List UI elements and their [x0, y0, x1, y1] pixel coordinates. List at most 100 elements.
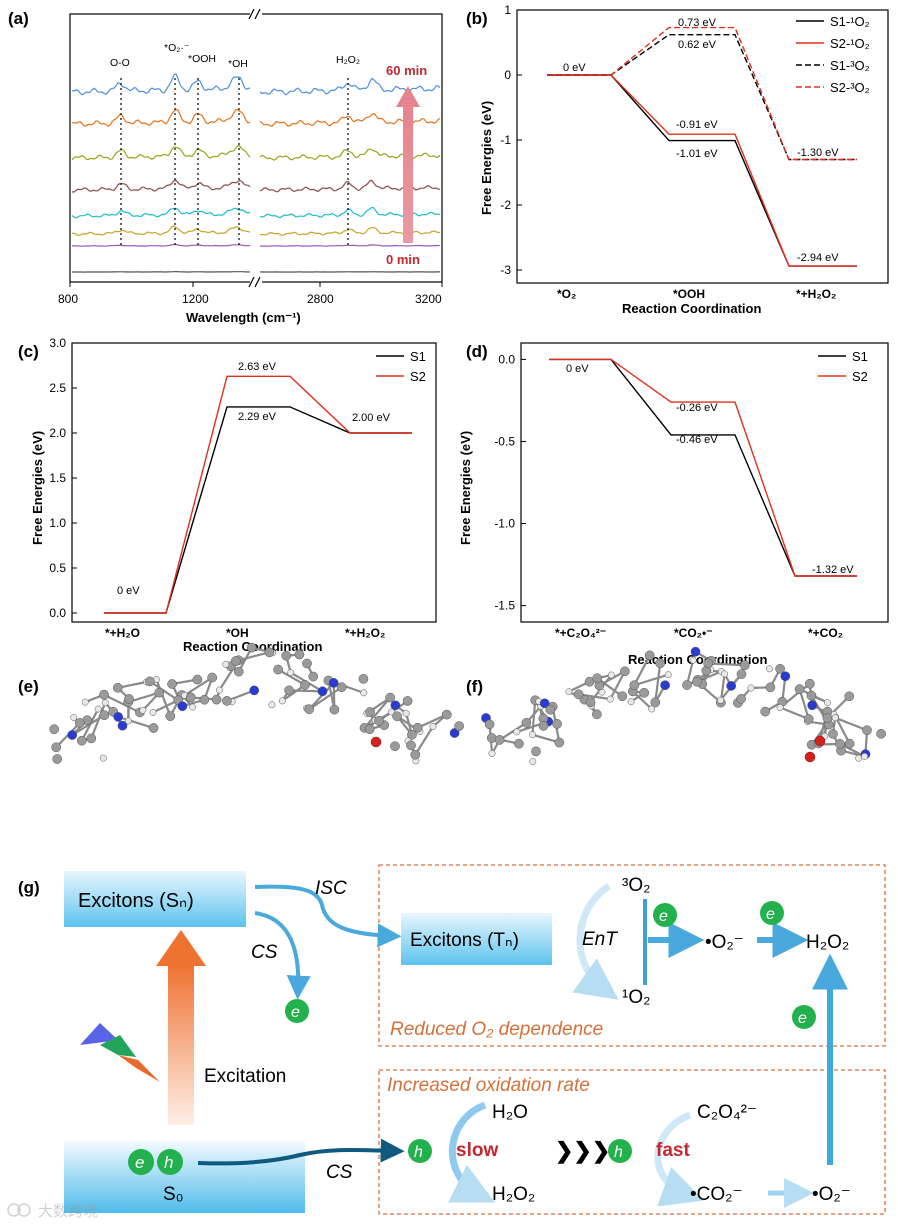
- cs-arrow: [254, 911, 311, 1000]
- nitrogen-atom: [726, 681, 737, 691]
- series-S1-3O2: [547, 34, 857, 161]
- value-062: 0.62 eV: [678, 39, 717, 51]
- step-oh: *OH: [226, 626, 249, 640]
- value-046: -0.46 eV: [676, 434, 718, 446]
- carbon-atom: [76, 735, 87, 746]
- s0-label: S₀: [163, 1184, 184, 1205]
- electron-label-s0: e: [135, 1153, 144, 1172]
- panel-c-label: (c): [18, 342, 39, 361]
- carbon-atom: [620, 666, 630, 677]
- nitrogen-atom: [660, 680, 670, 691]
- carbon-atom: [308, 671, 319, 682]
- bond: [609, 670, 626, 700]
- carbon-atom: [655, 658, 666, 669]
- hydrogen-atom: [402, 709, 410, 717]
- time-start-label: 0 min: [386, 252, 420, 267]
- carbon-atom: [74, 718, 85, 728]
- carbon-atom: [775, 663, 785, 674]
- y-tick-label: 0.0: [498, 352, 515, 366]
- bond: [633, 673, 669, 687]
- carbon-atom: [484, 719, 495, 730]
- hydrogen-atom: [387, 708, 395, 716]
- nitrogen-atom: [249, 685, 260, 696]
- y-tick-label: 0.5: [49, 561, 66, 575]
- bond: [531, 700, 537, 735]
- bond: [654, 663, 662, 703]
- carbon-atom: [806, 690, 817, 701]
- hole-label-2: h: [614, 1144, 623, 1161]
- nitrogen-atom: [328, 678, 339, 688]
- spectrum-line-4-left: [71, 179, 251, 193]
- carbon-atom: [385, 692, 396, 703]
- carbon-atom: [441, 709, 452, 720]
- carbon-atom: [876, 728, 886, 739]
- spectrum-line-2-left: [71, 225, 251, 237]
- carbon-atom: [410, 749, 421, 760]
- panel-b: (b) 1 0 -1 -2 -3 Free Energies (eV) 0 eV 0.7…: [466, 3, 889, 316]
- panel-d-frame: [520, 342, 889, 623]
- spectrum-line-0-left: [72, 270, 251, 273]
- bond: [80, 708, 100, 742]
- watermark-text: 大数跨境: [38, 1202, 98, 1220]
- carbon-atom: [650, 697, 661, 708]
- value-263: 2.63 eV: [238, 361, 277, 373]
- hydrogen-atom: [99, 754, 107, 762]
- legend-entry: S2: [410, 369, 426, 384]
- carbon-atom: [192, 674, 203, 685]
- bond: [834, 716, 868, 732]
- oxidation-rate-box: [378, 1069, 886, 1215]
- watermark-logo-icon: [7, 1203, 21, 1217]
- bond: [417, 713, 448, 729]
- legend-entry: S1-³O₂: [830, 58, 870, 73]
- y-tick-label: -3: [500, 263, 511, 277]
- hole-badge-2: [608, 1139, 632, 1163]
- carbon-atom: [392, 711, 402, 722]
- hydrogen-atom: [429, 723, 437, 730]
- hydrogen-atom: [627, 698, 635, 706]
- carbon-atom: [822, 713, 833, 723]
- panel-b-ylabel: Free Energies (eV): [479, 101, 494, 215]
- bond: [363, 696, 391, 729]
- panel-g-label: (g): [18, 878, 40, 897]
- value-132: -1.32 eV: [812, 564, 854, 576]
- bond: [308, 682, 335, 710]
- carbon-atom: [246, 642, 257, 653]
- hydrogen-atom: [747, 684, 755, 692]
- step-ooh: *OOH: [673, 287, 705, 301]
- carbon-atom: [336, 682, 347, 693]
- value-0: 0 eV: [563, 62, 586, 74]
- hydrogen-atom: [488, 750, 496, 757]
- carbon-atom: [364, 724, 375, 735]
- carbon-atom: [148, 723, 159, 733]
- excitons-sn-label: Excitons (Sₙ): [78, 890, 194, 912]
- carbon-atom: [629, 680, 640, 691]
- carbon-atom: [167, 679, 177, 689]
- hydrogen-atom: [607, 671, 615, 679]
- nitrogen-atom: [807, 700, 818, 711]
- h2o2-product-label: H₂O₂: [806, 932, 849, 953]
- singlet-o2-label: ¹O₂: [622, 987, 650, 1008]
- series-S2: [104, 375, 412, 614]
- energy-lines: [547, 26, 857, 267]
- hydrogen-atom: [278, 697, 286, 705]
- hydrogen-atom: [606, 695, 614, 703]
- hydrogen-atom: [855, 754, 863, 762]
- carbon-atom: [49, 724, 60, 735]
- carbon-atom: [585, 697, 596, 708]
- y-tick-label: -1.5: [494, 599, 515, 613]
- electron-label-3: e: [766, 906, 775, 923]
- y-tick-label: 1.5: [49, 471, 66, 485]
- panel-a-xlabel: Wavelength (cm⁻¹): [186, 310, 301, 325]
- bond: [103, 693, 141, 714]
- bond: [149, 680, 179, 702]
- carbon-atom: [358, 674, 369, 684]
- bond: [277, 668, 306, 686]
- carbon-atom: [281, 650, 292, 661]
- hydrogen-atom: [513, 728, 521, 736]
- carbon-atom: [554, 737, 565, 748]
- hole-badge-s0: [157, 1149, 183, 1175]
- reduced-o2-caption: Reduced O₂ dependence: [390, 1019, 603, 1040]
- series-S2: [549, 358, 857, 577]
- panel-b-xlabel: Reaction Coordination: [622, 301, 761, 316]
- panel-f: (f): [466, 646, 886, 765]
